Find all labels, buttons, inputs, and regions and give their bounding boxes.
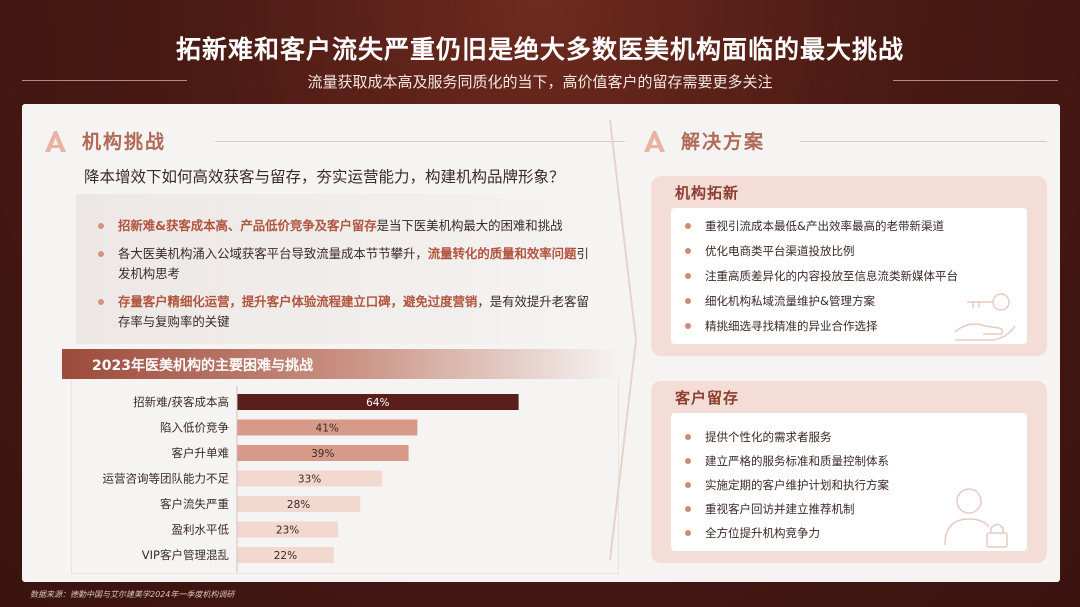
list-item: 重视客户回访并建立推荐机制 (685, 501, 855, 517)
list-item: 重视引流成本最低&产出效率最高的老带新渠道 (685, 218, 944, 234)
challenge-bullet: 招新难&获客成本高、产品低价竞争及客户留存是当下医美机构最大的困难和挑战 (98, 216, 598, 236)
challenge-bullet: 存量客户精细化运营，提升客户体验流程建立口碑，避免过度营销，是有效提升老客留存率… (98, 292, 598, 332)
bar (237, 496, 361, 512)
list-item: 提供个性化的需求者服务 (685, 429, 832, 445)
card-acquisition: 机构拓新 重视引流成本最低&产出效率最高的老带新渠道 优化电商类平台渠道投放比例… (651, 176, 1047, 356)
title-divider-left (22, 80, 187, 81)
card-body: 提供个性化的需求者服务 建立严格的服务标准和质量控制体系 实施定期的客户维护计划… (671, 413, 1027, 551)
value-label: 33% (298, 474, 321, 486)
challenge-bullet: 各大医美机构涌入公域获客平台导致流量成本节节攀升，流量转化的质量和效率问题引发机… (98, 244, 598, 284)
category-label: 客户升单难 (172, 446, 230, 460)
challenge-section-header: 机构挑战 (42, 127, 166, 154)
key-hand-icon (954, 293, 1016, 341)
bullet-text: 引发机构思考 (118, 246, 589, 281)
card-title: 客户留存 (675, 389, 740, 407)
bullet-text: 是当下医美机构最大的困难和挑战 (376, 218, 563, 233)
card-title: 机构拓新 (675, 184, 740, 202)
bar (237, 419, 418, 436)
category-label: 客户流失严重 (160, 497, 229, 511)
category-label: 盈利水平低 (172, 523, 230, 537)
solution-section-title: 解决方案 (681, 131, 766, 153)
value-label: 41% (316, 423, 339, 435)
highlight-text: 流量转化的质量和效率问题 (427, 246, 577, 261)
value-label: 39% (311, 448, 334, 460)
bullet-dot (98, 223, 104, 229)
bar-chart: 招新难/获客成本高 64% 陷入低价竞争 41% 客户升单难 39% 运营咨询等团队能力不足… (103, 386, 519, 573)
category-label: 陷入低价竞争 (160, 421, 229, 435)
chevron-right-icon (609, 120, 638, 560)
value-label: 22% (274, 550, 297, 562)
list-item: 实施定期的客户维护计划和执行方案 (685, 477, 889, 493)
page-title: 拓新难和客户流失严重仍旧是绝大多数医美机构面临的最大挑战 (175, 35, 904, 64)
list-item: 建立严格的服务标准和质量控制体系 (685, 453, 889, 469)
highlight-text: 招新难&获客成本高、产品低价竞争及客户留存 (118, 218, 377, 233)
section-divider (215, 141, 625, 142)
chart-frame (71, 379, 619, 574)
bar (237, 470, 383, 487)
value-label: 28% (287, 499, 310, 511)
card-body: 重视引流成本最低&产出效率最高的老带新渠道 优化电商类平台渠道投放比例 注重高质… (671, 208, 1027, 344)
letter-a-logo-icon (641, 128, 667, 154)
bar (237, 547, 334, 563)
card-retention: 客户留存 提供个性化的需求者服务 建立严格的服务标准和质量控制体系 实施定期的客… (651, 381, 1047, 563)
list-item: 精挑细选寻找精准的异业合作选择 (685, 318, 878, 334)
challenge-question: 降本增效下如何高效获客与留存，夯实运营能力，构建机构品牌形象？ (84, 168, 565, 186)
list-item: 全方位提升机构竞争力 (685, 525, 820, 541)
section-divider (800, 141, 1047, 142)
bar (237, 445, 409, 461)
highlight-text: 存量客户精细化运营，提升客户体验流程建立口碑，避免过度营销 (118, 294, 478, 309)
chart-title: 2023年医美机构的主要困难与挑战 (92, 358, 313, 374)
challenge-section-title: 机构挑战 (82, 131, 167, 153)
bullet-text: 各大医美机构涌入公域获客平台导致流量成本节节攀升， (118, 246, 428, 261)
bar (237, 521, 339, 538)
challenge-bullets: 招新难&获客成本高、产品低价竞争及客户留存是当下医美机构最大的困难和挑战各大医美… (76, 194, 610, 344)
person-lock-icon (944, 488, 1008, 548)
page-subtitle: 流量获取成本高及服务同质化的当下，高价值客户的留存需要更多关注 (307, 73, 773, 91)
value-label: 23% (276, 525, 299, 537)
value-label: 64% (366, 397, 389, 409)
title-divider-right (893, 80, 1058, 81)
category-label: VIP客户管理混乱 (142, 548, 230, 562)
list-item: 优化电商类平台渠道投放比例 (685, 243, 855, 259)
data-source-note: 数据来源：德勤中国与艾尔建美学2024年一季度机构调研 (30, 590, 235, 599)
bullet-dot (98, 299, 104, 305)
letter-a-logo-icon (42, 128, 68, 154)
bullet-dot (98, 251, 104, 257)
solution-section-header: 解决方案 (641, 127, 765, 154)
category-label: 运营咨询等团队能力不足 (103, 472, 230, 486)
category-label: 招新难/获客成本高 (133, 395, 229, 409)
bar (237, 394, 519, 410)
list-item: 细化机构私域流量维护&管理方案 (685, 293, 875, 309)
bullet-text: ，是有效提升老客留存率与复购率的关键 (118, 294, 589, 329)
chart-title-banner: 2023年医美机构的主要困难与挑战 (62, 349, 622, 379)
list-item: 注重高质差异化的内容投放至信息流类新媒体平台 (685, 268, 958, 284)
